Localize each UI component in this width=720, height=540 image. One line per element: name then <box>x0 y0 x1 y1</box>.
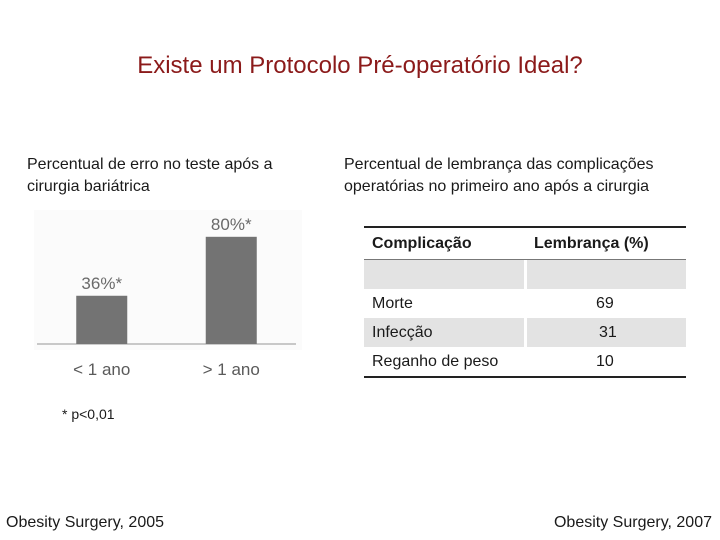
x-tick-label: > 1 ano <box>203 360 260 379</box>
table-header-row: Complicação Lembrança (%) <box>364 228 686 259</box>
source-citation-left: Obesity Surgery, 2005 <box>6 514 165 531</box>
recall-value: 69 <box>596 294 614 312</box>
data-label: 80%* <box>211 215 252 234</box>
chart-subtitle: Percentual de erro no teste após a cirur… <box>27 156 273 195</box>
complication-name: Reganho de peso <box>372 352 499 370</box>
table-row: Reganho de peso 10 <box>364 347 686 376</box>
recall-value <box>524 260 686 289</box>
bar-2 <box>205 236 257 344</box>
recall-value: 31 <box>524 318 686 347</box>
data-label: 36%* <box>81 274 122 293</box>
complication-name: Infecção <box>372 323 433 341</box>
chart-frame <box>34 210 302 350</box>
table-subtitle: Percentual de lembrança das complicações… <box>344 156 654 195</box>
bar-1 <box>76 295 128 344</box>
column-header-recall: Lembrança (%) <box>534 234 649 252</box>
table-row: Morte 69 <box>364 289 686 318</box>
column-header-complication: Complicação <box>372 234 472 252</box>
table-row: Infecção 31 <box>364 318 686 347</box>
slide-title: Existe um Protocolo Pré-operatório Ideal… <box>137 52 583 79</box>
bar-chart: 36%* 80%* < 1 ano > 1 ano <box>34 210 302 379</box>
x-tick-label: < 1 ano <box>73 360 130 379</box>
recall-value: 10 <box>596 352 614 370</box>
significance-footnote: * p<0,01 <box>62 406 115 422</box>
complication-name: Morte <box>372 294 413 312</box>
table-row <box>364 259 686 289</box>
complications-table: Complicação Lembrança (%) Morte 69 Infec… <box>364 226 686 378</box>
source-citation-right: Obesity Surgery, 2007 <box>553 514 712 531</box>
